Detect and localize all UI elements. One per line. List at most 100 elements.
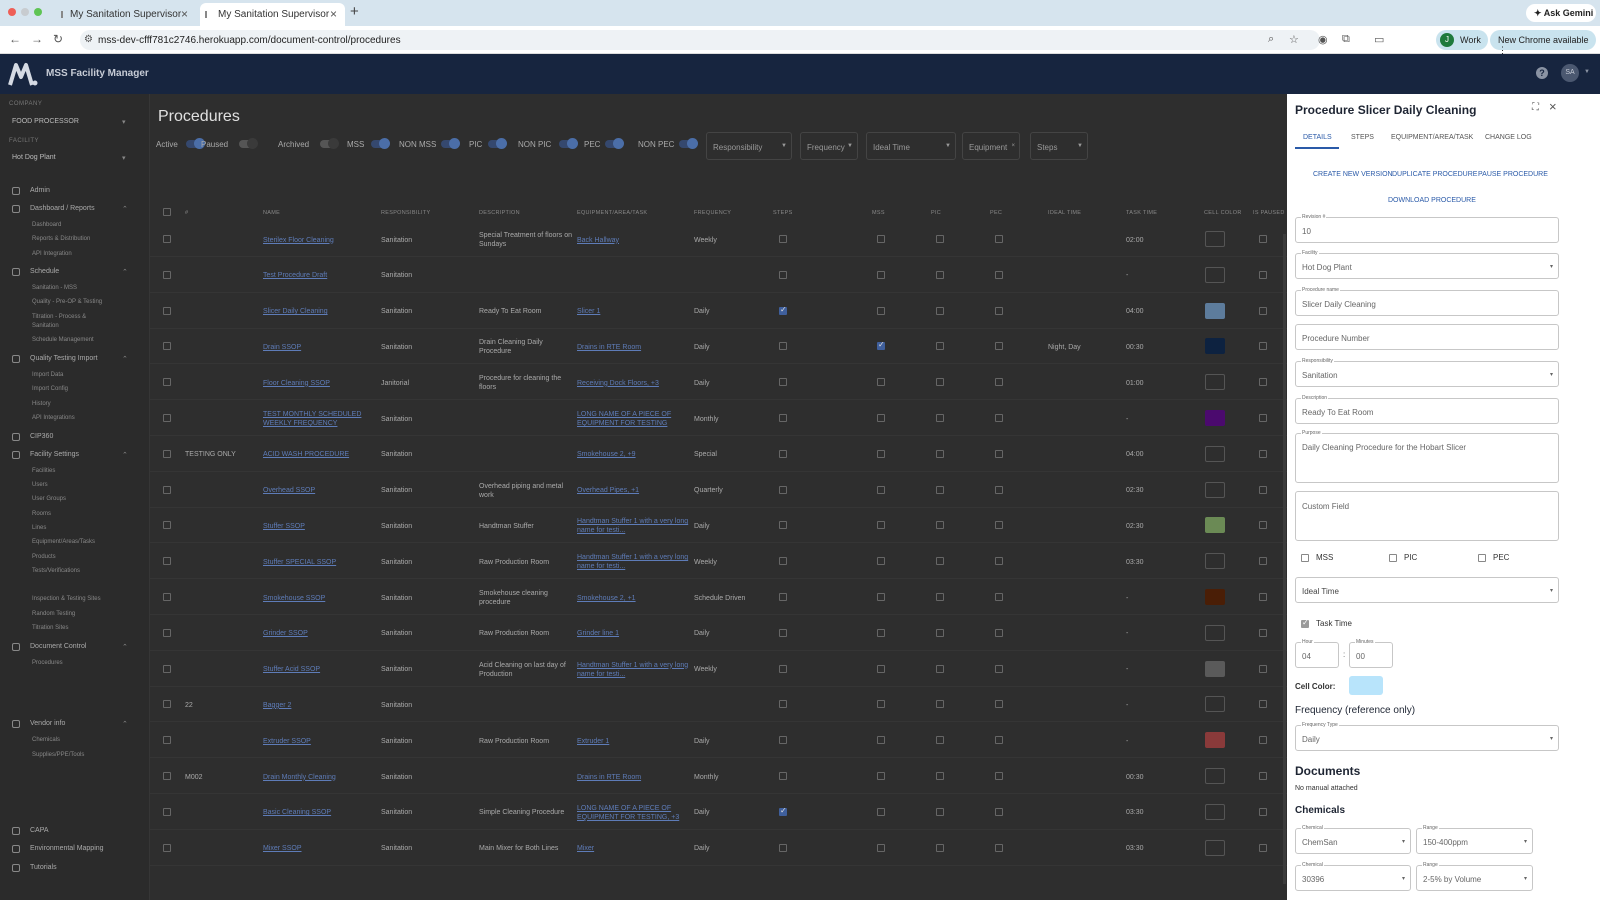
equipment-link[interactable]: Smokehouse 2, +9 (577, 451, 636, 459)
close-icon[interactable]: × (1549, 99, 1557, 114)
minutes-field[interactable]: Minutes 00 (1349, 639, 1393, 668)
sidebar-item[interactable]: Reports & Distribution (32, 236, 91, 242)
sidebar-item[interactable]: Titration Sites (32, 625, 69, 631)
sidebar-item[interactable]: Facilities (32, 468, 56, 474)
ask-gemini-button[interactable]: ✦ Ask Gemini (1526, 4, 1596, 22)
equipment-link[interactable]: LONG NAME OF A PIECE OF EQUIPMENT FOR TE… (577, 804, 680, 821)
equipment-link[interactable]: Overhead Pipes, +1 (577, 487, 640, 495)
row-checkbox[interactable] (163, 521, 171, 530)
equipment-link[interactable]: Back Hallway (577, 236, 620, 244)
sidebar-item[interactable]: Equipment/Areas/Tasks (32, 539, 96, 545)
chevron-down-icon[interactable]: ▾ (122, 119, 126, 126)
pic-checkbox[interactable] (936, 664, 944, 673)
row-checkbox[interactable] (163, 449, 171, 458)
chevron-down-icon[interactable]: ▼ (1584, 69, 1590, 75)
purpose-field[interactable]: Purpose Daily Cleaning Procedure for the… (1295, 430, 1559, 483)
mss-checkbox[interactable] (877, 593, 885, 601)
filter-toggle[interactable] (239, 138, 258, 149)
steps-checkbox[interactable] (779, 593, 787, 601)
puzzle-icon[interactable]: ⧉ (1342, 33, 1350, 45)
sidebar-section[interactable]: Admin (30, 187, 50, 194)
sidebar-item[interactable]: Users (32, 482, 48, 488)
pec-checkbox[interactable] (995, 378, 1003, 387)
tab-equipment[interactable]: EQUIPMENT/AREA/TASK (1391, 134, 1474, 141)
close-tab-icon[interactable]: × (329, 7, 337, 21)
pic-checkbox[interactable] (936, 843, 944, 852)
steps-checkbox[interactable] (779, 521, 787, 530)
mss-checkbox[interactable] (877, 340, 885, 351)
sidebar-item[interactable]: Titration - Process & (32, 314, 87, 320)
procedure-name-link[interactable]: Basic Cleaning SSOP (263, 809, 332, 817)
table-row[interactable]: TESTING ONLY ACID WASH PROCEDURE Sanitatio… (150, 436, 1310, 472)
user-avatar[interactable]: SA (1561, 64, 1579, 82)
column-header[interactable]: MSS (872, 210, 885, 216)
filter-toggle[interactable] (371, 138, 390, 149)
back-icon[interactable]: ← (9, 32, 21, 46)
sidebar-section[interactable]: Dashboard / Reports (30, 205, 95, 212)
mss-checkbox[interactable] (877, 772, 885, 780)
chevron-icon[interactable]: ⌃ (122, 356, 128, 363)
task-time-checkbox[interactable] (1301, 618, 1309, 628)
chemical-select[interactable]: Chemical ChemSan ▾ (1295, 825, 1411, 854)
equipment-link[interactable]: Handtman Stuffer 1 with a very long name… (577, 554, 689, 571)
create-new-version-button[interactable]: CREATE NEW VERSION (1313, 171, 1393, 178)
procedure-name-link[interactable]: Sterilex Floor Cleaning (263, 236, 334, 244)
steps-checkbox[interactable] (779, 843, 787, 852)
is-paused-checkbox[interactable] (1259, 807, 1267, 816)
filter-select[interactable]: Steps ▼ (1030, 132, 1088, 160)
site-info-icon[interactable]: ⚙ (84, 34, 93, 45)
pic-checkbox[interactable] (936, 807, 944, 816)
revision-field[interactable]: Revision # 10 (1295, 214, 1559, 243)
pec-checkbox[interactable] (995, 736, 1003, 745)
row-checkbox[interactable] (163, 593, 171, 601)
ideal-time-select[interactable]: Ideal Time ▾ (1295, 577, 1559, 603)
pic-checkbox[interactable] (936, 342, 944, 351)
is-paused-checkbox[interactable] (1259, 270, 1267, 279)
zoom-icon[interactable]: ⌕ (1268, 33, 1275, 45)
sidebar-section[interactable]: CAPA (30, 827, 49, 834)
equipment-link[interactable]: Grinder line 1 (577, 630, 620, 638)
sidepanel-icon[interactable]: ▭ (1374, 34, 1385, 46)
mss-checkbox[interactable] (877, 235, 885, 243)
column-header[interactable]: # (185, 210, 189, 216)
pec-checkbox[interactable] (995, 843, 1003, 852)
forward-icon[interactable]: → (31, 32, 43, 46)
pec-checkbox[interactable] (995, 664, 1003, 673)
browser-tab-2[interactable]: My Sanitation Supervisor × (200, 3, 345, 26)
is-paused-checkbox[interactable] (1259, 664, 1267, 673)
sidebar-item[interactable]: Products (32, 554, 56, 560)
steps-checkbox[interactable] (779, 700, 787, 709)
table-row[interactable]: Overhead SSOP Sanitation Overhead piping a… (150, 472, 1310, 508)
pic-checkbox[interactable] (936, 557, 944, 566)
mss-checkbox[interactable] (877, 736, 885, 745)
table-row[interactable]: Grinder SSOP Sanitation Raw Production Roo… (150, 615, 1310, 651)
steps-checkbox[interactable] (779, 414, 787, 422)
sidebar-section[interactable]: Facility Settings (30, 451, 80, 458)
steps-checkbox[interactable] (779, 378, 787, 387)
procedure-name-link[interactable]: Drain Monthly Cleaning (263, 773, 336, 781)
new-tab-icon[interactable]: + (350, 3, 359, 20)
procedure-name-link[interactable]: Grinder SSOP (263, 630, 308, 638)
procedure-number-field[interactable]: Procedure Number (1295, 324, 1559, 350)
minimize-window-button[interactable] (21, 8, 29, 16)
pec-checkbox[interactable] (995, 807, 1003, 816)
sidebar-item[interactable]: Dashboard (32, 222, 62, 228)
sidebar-item[interactable]: Import Data (32, 372, 64, 378)
cell-color-swatch[interactable] (1349, 676, 1383, 695)
equipment-link[interactable]: Handtman Stuffer 1 with a very long name… (577, 518, 689, 535)
chemical-select[interactable]: Chemical 30396 ▾ (1295, 862, 1411, 891)
steps-checkbox[interactable] (779, 235, 787, 243)
filter-toggle[interactable] (441, 138, 460, 149)
steps-checkbox[interactable] (779, 485, 787, 494)
row-checkbox[interactable] (163, 664, 171, 673)
update-chrome-button[interactable]: New Chrome available ⋮ (1490, 30, 1596, 55)
sidebar-section[interactable]: Document Control (30, 643, 87, 650)
sidebar-item[interactable]: Chemicals (32, 737, 61, 743)
responsibility-field[interactable]: Responsibility Sanitation ▾ (1295, 358, 1559, 387)
sidebar-section[interactable]: Vendor info (30, 720, 66, 727)
filter-toggle[interactable] (559, 138, 578, 149)
chevron-down-icon[interactable]: ▾ (122, 155, 126, 162)
chevron-icon[interactable]: ⌃ (122, 269, 128, 276)
pic-checkbox[interactable] (936, 378, 944, 387)
table-row[interactable]: Test Procedure Draft Sanitation - (150, 257, 1310, 293)
